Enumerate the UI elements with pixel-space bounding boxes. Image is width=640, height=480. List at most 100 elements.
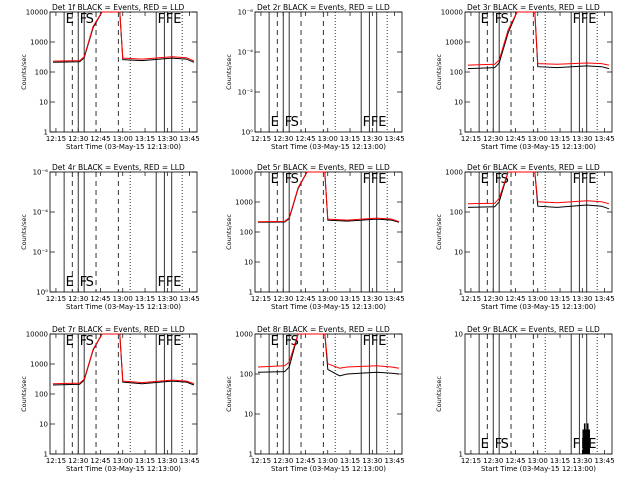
y-axis-label: Counts/sec — [20, 214, 28, 250]
x-tick-label: 13:00 — [528, 295, 548, 303]
x-tick-label: 13:15 — [135, 135, 155, 143]
panel-title: Det 9r BLACK = Events, RED = LLD — [467, 325, 600, 334]
x-tick-label: 13:30 — [572, 295, 592, 303]
flag-marker: E — [66, 334, 74, 349]
flag-marker: S — [501, 12, 509, 27]
flag-marker: F — [158, 12, 165, 27]
y-tick-label: 10⁻² — [238, 89, 254, 97]
x-tick-label: 13:00 — [528, 135, 548, 143]
x-tick-label: 13:45 — [384, 457, 404, 465]
flag-marker: E — [378, 115, 386, 130]
y-axis-label: Counts/sec — [20, 54, 28, 90]
x-tick-label: 12:45 — [90, 295, 110, 303]
flag-marker: E — [588, 437, 596, 452]
panel-title: Det 4r BLACK = Events, RED = LLD — [52, 163, 185, 172]
lld-series — [52, 333, 195, 385]
flag-marker: E — [271, 115, 279, 130]
flag-marker: F — [371, 115, 378, 130]
x-tick-label: 12:30 — [68, 295, 88, 303]
y-tick-label: 1 — [459, 129, 463, 137]
y-tick-label: 10⁻⁴ — [238, 49, 254, 57]
y-tick-label: 100 — [35, 391, 48, 399]
flag-marker: E — [173, 334, 181, 349]
panel-title: Det 6r BLACK = Events, RED = LLD — [467, 163, 600, 172]
plot-frame — [49, 171, 198, 293]
x-tick-label: 13:30 — [572, 457, 592, 465]
flag-marker: F — [285, 115, 292, 130]
x-tick-label: 13:00 — [318, 295, 338, 303]
y-tick-label: 10 — [454, 99, 463, 107]
lld-series — [257, 171, 400, 223]
flag-marker: S — [291, 172, 299, 187]
panel-title: Det 8r BLACK = Events, RED = LLD — [257, 325, 390, 334]
y-tick-label: 100 — [450, 209, 463, 217]
y-tick-label: 1 — [459, 451, 463, 459]
flag-marker: F — [80, 12, 87, 27]
x-tick-label: 13:45 — [594, 457, 614, 465]
plot-frame — [254, 333, 403, 455]
lld-series — [257, 333, 400, 369]
x-tick-label: 12:15 — [251, 295, 271, 303]
x-axis-label: Start Time (03-May-15 12:13:00) — [271, 465, 386, 473]
flag-marker: E — [173, 12, 181, 27]
panel-title: Det 2r BLACK = Events, RED = LLD — [257, 3, 390, 12]
flag-marker: E — [588, 12, 596, 27]
x-tick-label: 13:30 — [157, 457, 177, 465]
flag-marker: S — [86, 12, 94, 27]
flag-marker: F — [581, 172, 588, 187]
x-tick-label: 13:30 — [362, 457, 382, 465]
x-tick-label: 13:00 — [113, 135, 133, 143]
flag-marker: E — [66, 275, 74, 290]
flag-marker: F — [363, 334, 370, 349]
x-tick-label: 13:45 — [594, 295, 614, 303]
x-tick-label: 13:15 — [550, 457, 570, 465]
flag-marker: F — [495, 437, 502, 452]
x-tick-label: 12:15 — [46, 295, 66, 303]
x-tick-label: 13:45 — [594, 135, 614, 143]
flag-marker: F — [166, 334, 173, 349]
flag-marker: F — [495, 12, 502, 27]
flag-marker: E — [271, 334, 279, 349]
y-tick-label: 100 — [450, 69, 463, 77]
y-tick-label: 100 — [240, 229, 253, 237]
x-tick-label: 13:15 — [340, 135, 360, 143]
y-axis-label: Counts/sec — [435, 54, 443, 90]
x-tick-label: 13:00 — [113, 295, 133, 303]
x-tick-label: 13:00 — [113, 457, 133, 465]
flag-marker: E — [66, 12, 74, 27]
x-tick-label: 13:30 — [157, 135, 177, 143]
x-tick-label: 12:15 — [461, 457, 481, 465]
y-axis-label: Counts/sec — [225, 54, 233, 90]
x-tick-label: 13:15 — [550, 135, 570, 143]
y-tick-label: 1000 — [445, 39, 463, 47]
y-tick-label: 1000 — [235, 331, 253, 339]
flag-marker: F — [363, 172, 370, 187]
y-axis-label: Counts/sec — [435, 214, 443, 250]
flag-marker: F — [166, 275, 173, 290]
x-tick-label: 12:15 — [461, 135, 481, 143]
panel-title: Det 3r BLACK = Events, RED = LLD — [467, 3, 600, 12]
y-axis-label: Counts/sec — [225, 214, 233, 250]
flag-marker: F — [285, 334, 292, 349]
flag-marker: S — [501, 172, 509, 187]
x-tick-label: 13:45 — [384, 295, 404, 303]
flag-marker: F — [363, 115, 370, 130]
flag-marker: F — [581, 12, 588, 27]
x-tick-label: 12:15 — [251, 457, 271, 465]
y-tick-label: 10000 — [231, 169, 253, 177]
flag-marker: S — [86, 334, 94, 349]
flag-marker: S — [501, 437, 509, 452]
flag-marker: F — [166, 12, 173, 27]
panel-title: Det 5r BLACK = Events, RED = LLD — [257, 163, 390, 172]
events-spike — [583, 423, 586, 454]
flag-marker: E — [481, 437, 489, 452]
lld-series — [467, 171, 610, 205]
plot-frame — [254, 11, 403, 133]
flag-marker: F — [80, 275, 87, 290]
y-tick-label: 100 — [35, 69, 48, 77]
y-tick-label: 10 — [39, 421, 48, 429]
flag-marker: S — [291, 334, 299, 349]
flag-marker: E — [481, 172, 489, 187]
